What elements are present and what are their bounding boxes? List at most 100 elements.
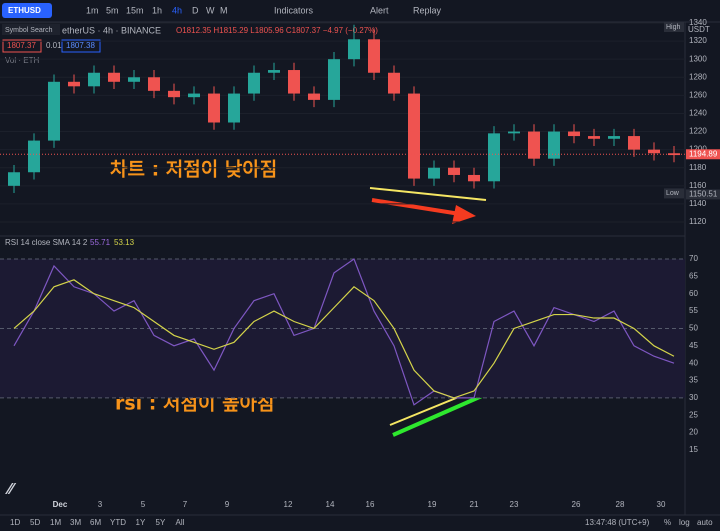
range[interactable]: 5Y	[156, 518, 166, 527]
price-tick: 1160	[689, 181, 707, 190]
candle-body	[28, 140, 40, 173]
ask[interactable]: 1807.38	[66, 41, 95, 50]
rsi-legend: RSI 14 close SMA 14 2	[5, 238, 88, 247]
interval[interactable]: 1m	[86, 5, 99, 15]
search[interactable]: Symbol Search	[5, 27, 53, 34]
log[interactable]: log	[679, 518, 690, 527]
spread: 0.01	[46, 41, 62, 50]
range[interactable]: All	[176, 518, 185, 527]
auto[interactable]: auto	[697, 518, 713, 527]
symbol-line: etherUS · 4h · BINANCE	[62, 25, 161, 35]
price-tick: 1280	[689, 72, 707, 81]
currency: USDT	[688, 25, 710, 34]
rsi-tick: 45	[689, 341, 698, 350]
date-label: 5	[141, 500, 146, 509]
logo: ⁄⁄	[5, 481, 17, 498]
rsi-tick: 30	[689, 393, 698, 402]
candle-body	[428, 167, 440, 179]
rsi-tick: 25	[689, 410, 698, 419]
price-tick: 1200	[689, 145, 707, 154]
date-label: 9	[225, 500, 230, 509]
time: 13:47:48 (UTC+9)	[585, 518, 650, 527]
high-label: High	[666, 24, 681, 31]
bid-box[interactable]	[2, 39, 42, 53]
date-label: 16	[366, 500, 375, 509]
candle-body	[128, 77, 140, 82]
date-label: 26	[572, 500, 581, 509]
high-tag	[664, 22, 684, 32]
candle-body	[48, 81, 60, 141]
range[interactable]: 1D	[10, 518, 20, 527]
low-label: Low	[666, 190, 680, 197]
range[interactable]: YTD	[110, 518, 126, 527]
candle-body	[8, 172, 20, 186]
interval[interactable]: 15m	[126, 5, 144, 15]
last-price: 1194.89	[689, 149, 718, 158]
toolbar	[0, 0, 720, 22]
range[interactable]: 6M	[90, 518, 101, 527]
interval[interactable]: W	[206, 5, 215, 15]
interval[interactable]: 1h	[152, 5, 162, 15]
candle-body	[248, 72, 260, 94]
date-label: 30	[657, 500, 666, 509]
candle-body	[588, 136, 600, 139]
alert[interactable]: Alert	[370, 5, 389, 15]
candle-body	[68, 81, 80, 87]
ask-box[interactable]	[61, 39, 101, 53]
range[interactable]: 3M	[70, 518, 81, 527]
interval[interactable]: 5m	[106, 5, 119, 15]
range[interactable]: 1M	[50, 518, 61, 527]
candle-body	[608, 136, 620, 139]
percent[interactable]: %	[664, 518, 671, 527]
candle-body	[348, 39, 360, 60]
candle-body	[308, 93, 320, 100]
symbol[interactable]: ETHUSD	[8, 6, 41, 15]
candle-body	[648, 149, 660, 154]
price-tick: 1120	[689, 217, 707, 226]
sma-value: 53.13	[114, 238, 135, 247]
sma-line	[13, 279, 675, 399]
volume: Vol · ETH	[5, 56, 39, 65]
candle-body	[628, 136, 640, 150]
search-box[interactable]	[2, 24, 60, 35]
interval[interactable]: D	[192, 5, 199, 15]
low-line	[369, 187, 487, 201]
red-arrow	[371, 198, 461, 216]
date-label: Dec	[53, 500, 68, 509]
interval[interactable]: M	[220, 5, 228, 15]
candle-body	[568, 131, 580, 137]
rsi-tick: 15	[689, 445, 698, 454]
date-label: 3	[98, 500, 103, 509]
candle-body	[388, 72, 400, 94]
range[interactable]: 5D	[30, 518, 40, 527]
price-tick: 1220	[689, 127, 707, 136]
rsi-tick: 40	[689, 358, 698, 367]
replay[interactable]: Replay	[413, 5, 442, 15]
date-label: 12	[284, 500, 293, 509]
rsi-line	[13, 258, 675, 406]
date-label: 14	[326, 500, 335, 509]
candle-body	[288, 70, 300, 94]
price-tick: 1300	[689, 54, 707, 63]
candle-body	[408, 93, 420, 179]
interval[interactable]: 4h	[172, 5, 182, 15]
price-tick: 1140	[689, 199, 707, 208]
ohlc: O1812.35 H1815.29 L1805.96 C1807.37 −4.9…	[176, 26, 378, 35]
candle-body	[468, 174, 480, 182]
low-box	[686, 189, 720, 200]
candle-body	[668, 153, 680, 156]
rsi-tick: 50	[689, 324, 698, 333]
bid[interactable]: 1807.37	[7, 41, 36, 50]
symbol-box[interactable]	[2, 3, 52, 18]
price-tick: 1340	[689, 18, 707, 27]
low-tag	[664, 188, 684, 199]
indicators[interactable]: Indicators	[274, 5, 314, 15]
range[interactable]: 1Y	[136, 518, 146, 527]
chart-annotation: 차트 : 저점이 낮아짐	[110, 159, 277, 181]
rsi-tick: 20	[689, 428, 698, 437]
candle-body	[108, 72, 120, 82]
last-price-box	[686, 149, 720, 160]
date-label: 28	[616, 500, 625, 509]
